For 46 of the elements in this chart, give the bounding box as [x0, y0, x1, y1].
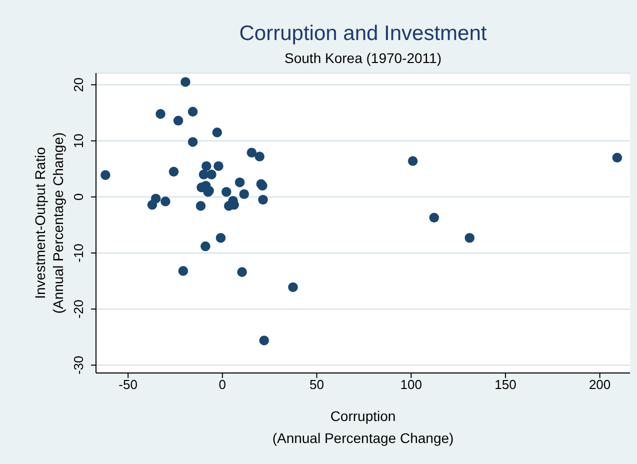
point	[206, 170, 216, 180]
point	[188, 137, 198, 147]
point	[178, 266, 188, 276]
point	[246, 148, 257, 158]
point	[288, 282, 298, 292]
point	[259, 336, 270, 346]
point	[612, 152, 622, 163]
point	[237, 267, 247, 277]
y-tick-label: 0	[71, 193, 86, 201]
y-tick-label: 20	[71, 78, 86, 92]
point	[408, 156, 418, 166]
point	[173, 116, 184, 126]
point	[258, 194, 268, 205]
chart-subtitle: South Korea (1970-2011)	[284, 50, 442, 66]
point	[239, 189, 250, 199]
point	[160, 196, 170, 206]
x-axis-title: Corruption (Annual Percentage Change)	[271, 407, 455, 448]
point	[216, 232, 226, 243]
point	[254, 152, 264, 162]
point	[100, 170, 110, 180]
point	[222, 187, 232, 197]
chart-title: Corruption and Investment	[238, 22, 488, 46]
y-tick-label: -10	[71, 244, 86, 262]
point	[214, 161, 224, 171]
point	[200, 241, 210, 252]
y-tick-label: 10	[71, 134, 86, 148]
point	[429, 212, 440, 223]
y-axis-title: Investment-Output Ratio (Annual Percentage Change)	[31, 131, 67, 316]
point	[180, 77, 190, 87]
point	[196, 201, 206, 211]
x-tick-label: 150	[494, 377, 516, 392]
point	[464, 232, 474, 243]
point	[147, 200, 158, 210]
x-tick-label: 200	[588, 377, 611, 392]
y-tick-label: -20	[71, 300, 86, 318]
x-tick-label: 50	[310, 377, 324, 392]
point	[202, 161, 212, 171]
x-tick-label: 100	[400, 377, 422, 392]
point	[234, 177, 245, 188]
x-tick-label: -50	[118, 377, 138, 392]
x-tick-label: 0	[218, 377, 226, 392]
point	[188, 106, 198, 117]
point	[168, 166, 179, 177]
y-tick-label: -30	[71, 356, 86, 375]
point	[156, 109, 166, 119]
point	[212, 128, 222, 138]
